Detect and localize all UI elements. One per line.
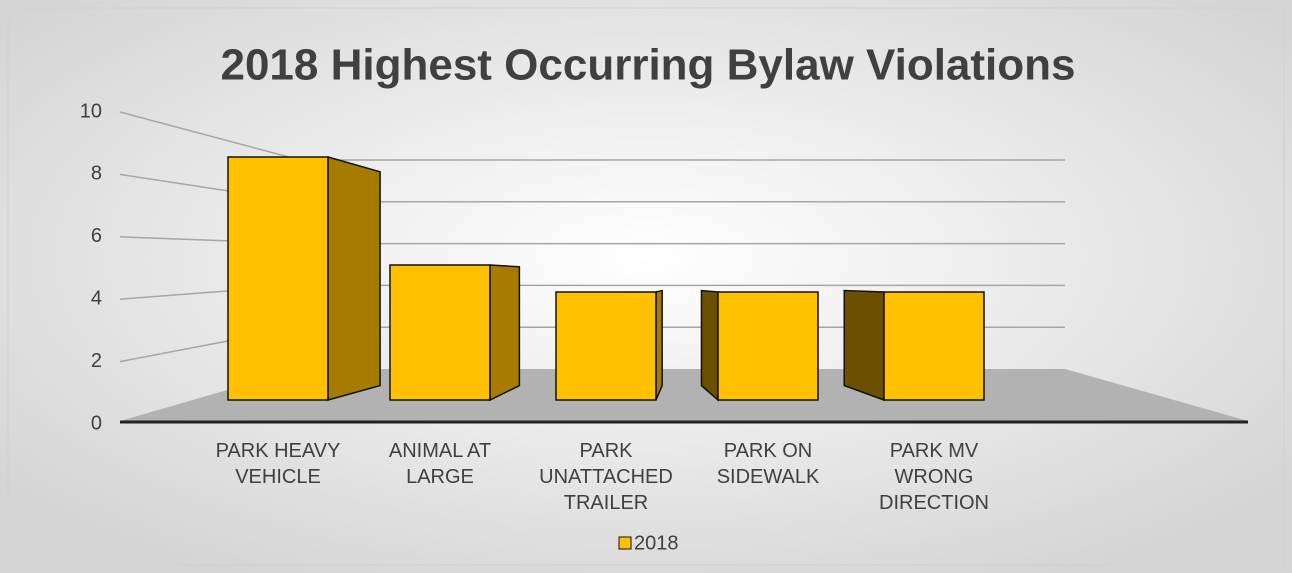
bar-side — [655, 289, 663, 401]
x-tick-label: PARK UNATTACHED TRAILER — [539, 440, 673, 514]
legend-label: 2018 — [634, 532, 679, 554]
bar-side — [843, 289, 885, 402]
x-tick-label: PARK MV WRONG DIRECTION — [879, 440, 989, 514]
bar-side — [700, 289, 719, 402]
bar — [883, 291, 985, 401]
y-tick-label: 0 — [91, 412, 102, 434]
y-tick-label: 4 — [91, 287, 102, 309]
y-tick-label: 8 — [91, 163, 102, 185]
bar — [555, 291, 657, 401]
y-tick-label: 6 — [91, 225, 102, 247]
y-tick-label: 10 — [80, 100, 102, 122]
x-tick-label: PARK ON SIDEWALK — [717, 440, 820, 488]
x-tick-label: PARK HEAVY VEHICLE — [216, 440, 341, 488]
y-tick-label: 2 — [91, 350, 102, 372]
bar — [717, 291, 819, 401]
bar — [389, 264, 491, 401]
bar — [227, 156, 329, 401]
chart-title: 2018 Highest Occurring Bylaw Violations — [220, 41, 1075, 90]
legend-swatch — [618, 536, 632, 550]
x-tick-label: ANIMAL AT LARGE — [389, 440, 491, 488]
bar-side — [327, 156, 381, 401]
chart-border — [7, 7, 1285, 566]
bar-side — [489, 264, 521, 402]
